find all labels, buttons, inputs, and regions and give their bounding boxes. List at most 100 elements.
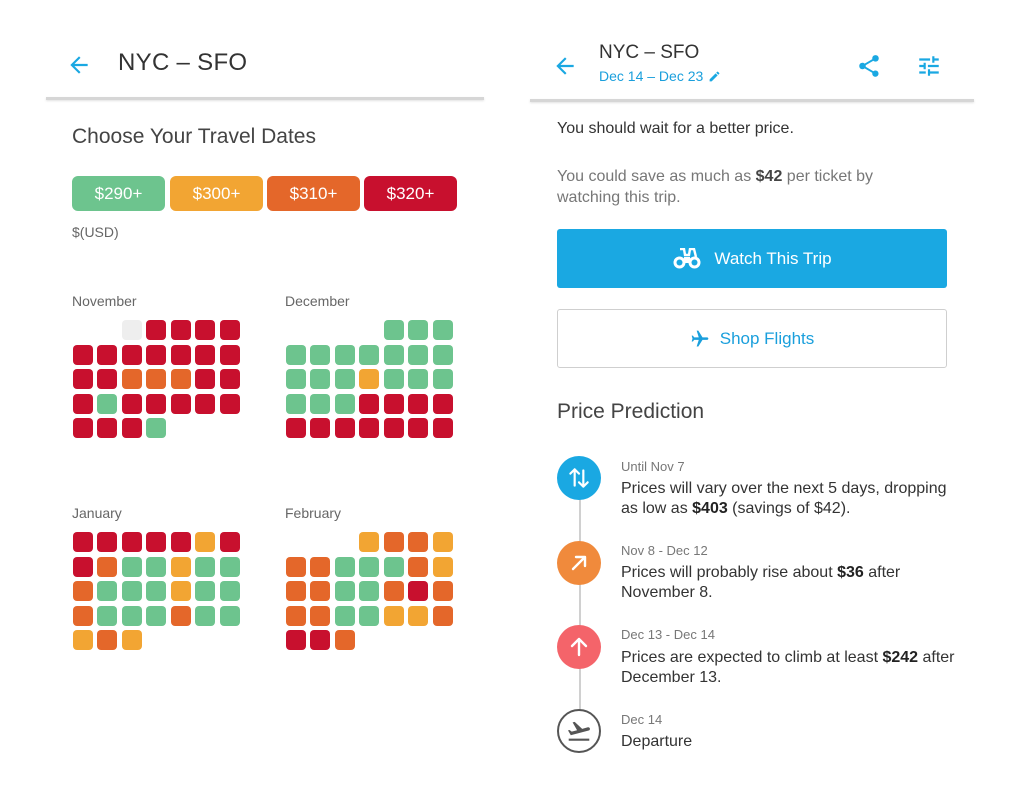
- calendar-day[interactable]: [219, 581, 240, 601]
- calendar-day[interactable]: [285, 581, 306, 601]
- calendar-day[interactable]: [383, 605, 404, 626]
- calendar-day[interactable]: [310, 581, 330, 601]
- calendar-day[interactable]: [146, 418, 166, 438]
- calendar-day[interactable]: [310, 393, 330, 414]
- calendar-day[interactable]: [334, 630, 355, 650]
- calendar-day[interactable]: [432, 556, 453, 577]
- calendar-day[interactable]: [195, 556, 215, 577]
- calendar-day[interactable]: [146, 532, 166, 552]
- trip-dates[interactable]: Dec 14 – Dec 23: [599, 68, 721, 84]
- calendar-day[interactable]: [432, 532, 453, 552]
- calendar-day[interactable]: [432, 393, 453, 414]
- calendar-day[interactable]: [408, 581, 428, 601]
- calendar-day[interactable]: [408, 418, 428, 438]
- calendar-day[interactable]: [170, 605, 191, 626]
- calendar-day[interactable]: [170, 532, 191, 552]
- calendar-day[interactable]: [72, 532, 93, 552]
- calendar-day[interactable]: [383, 418, 404, 438]
- calendar-day[interactable]: [97, 393, 117, 414]
- calendar-day[interactable]: [408, 556, 428, 577]
- calendar-day[interactable]: [432, 344, 453, 365]
- calendar-day[interactable]: [432, 581, 453, 601]
- calendar-day[interactable]: [146, 393, 166, 414]
- calendar-day[interactable]: [432, 605, 453, 626]
- calendar-day[interactable]: [170, 320, 191, 340]
- calendar-day[interactable]: [121, 630, 142, 650]
- calendar-day[interactable]: [359, 344, 379, 365]
- calendar-day[interactable]: [146, 369, 166, 389]
- calendar-day[interactable]: [383, 369, 404, 389]
- calendar-day[interactable]: [285, 605, 306, 626]
- calendar-day[interactable]: [72, 605, 93, 626]
- calendar-day[interactable]: [219, 344, 240, 365]
- calendar-day[interactable]: [310, 418, 330, 438]
- calendar-day[interactable]: [146, 605, 166, 626]
- calendar-day[interactable]: [121, 369, 142, 389]
- calendar-day[interactable]: [72, 556, 93, 577]
- calendar-day[interactable]: [383, 532, 404, 552]
- calendar-day[interactable]: [170, 581, 191, 601]
- calendar-day[interactable]: [359, 532, 379, 552]
- calendar-day[interactable]: [432, 320, 453, 340]
- calendar-day[interactable]: [121, 581, 142, 601]
- calendar-day[interactable]: [146, 344, 166, 365]
- calendar-day[interactable]: [146, 320, 166, 340]
- calendar-day[interactable]: [408, 393, 428, 414]
- calendar-day[interactable]: [408, 532, 428, 552]
- calendar-day[interactable]: [285, 556, 306, 577]
- back-arrow-icon[interactable]: [552, 53, 578, 79]
- share-icon[interactable]: [856, 53, 882, 79]
- shop-flights-button[interactable]: Shop Flights: [557, 309, 947, 368]
- calendar-day[interactable]: [195, 393, 215, 414]
- calendar-day[interactable]: [97, 605, 117, 626]
- calendar-day[interactable]: [383, 344, 404, 365]
- calendar-day[interactable]: [408, 320, 428, 340]
- calendar-day[interactable]: [219, 393, 240, 414]
- calendar-day[interactable]: [195, 320, 215, 340]
- calendar-day[interactable]: [310, 344, 330, 365]
- calendar-day[interactable]: [121, 532, 142, 552]
- calendar-day[interactable]: [334, 556, 355, 577]
- calendar-day[interactable]: [219, 605, 240, 626]
- calendar-day[interactable]: [195, 532, 215, 552]
- calendar-day[interactable]: [97, 344, 117, 365]
- calendar-day[interactable]: [195, 581, 215, 601]
- calendar-day[interactable]: [408, 344, 428, 365]
- calendar-day[interactable]: [146, 556, 166, 577]
- calendar-day[interactable]: [359, 393, 379, 414]
- calendar-day[interactable]: [310, 605, 330, 626]
- calendar-day[interactable]: [146, 581, 166, 601]
- calendar-day[interactable]: [383, 556, 404, 577]
- calendar-day[interactable]: [97, 369, 117, 389]
- calendar-day[interactable]: [359, 581, 379, 601]
- calendar-day[interactable]: [121, 393, 142, 414]
- calendar-day[interactable]: [97, 532, 117, 552]
- filter-settings-icon[interactable]: [916, 53, 942, 79]
- calendar-day[interactable]: [170, 393, 191, 414]
- calendar-day[interactable]: [383, 581, 404, 601]
- calendar-day[interactable]: [121, 418, 142, 438]
- calendar-day[interactable]: [310, 369, 330, 389]
- calendar-day[interactable]: [72, 393, 93, 414]
- calendar-day[interactable]: [383, 393, 404, 414]
- calendar-day[interactable]: [219, 320, 240, 340]
- calendar-day[interactable]: [334, 418, 355, 438]
- calendar-day[interactable]: [219, 532, 240, 552]
- calendar-day[interactable]: [285, 393, 306, 414]
- calendar-day[interactable]: [285, 369, 306, 389]
- calendar-day[interactable]: [408, 605, 428, 626]
- calendar-day[interactable]: [97, 630, 117, 650]
- calendar-day[interactable]: [72, 418, 93, 438]
- calendar-day[interactable]: [334, 393, 355, 414]
- calendar-day[interactable]: [72, 369, 93, 389]
- calendar-day[interactable]: [383, 320, 404, 340]
- calendar-day[interactable]: [72, 581, 93, 601]
- calendar-day[interactable]: [121, 556, 142, 577]
- calendar-day[interactable]: [170, 556, 191, 577]
- calendar-day[interactable]: [97, 581, 117, 601]
- calendar-day[interactable]: [72, 630, 93, 650]
- calendar-day[interactable]: [359, 418, 379, 438]
- calendar-day[interactable]: [72, 344, 93, 365]
- calendar-day[interactable]: [170, 369, 191, 389]
- calendar-day[interactable]: [432, 418, 453, 438]
